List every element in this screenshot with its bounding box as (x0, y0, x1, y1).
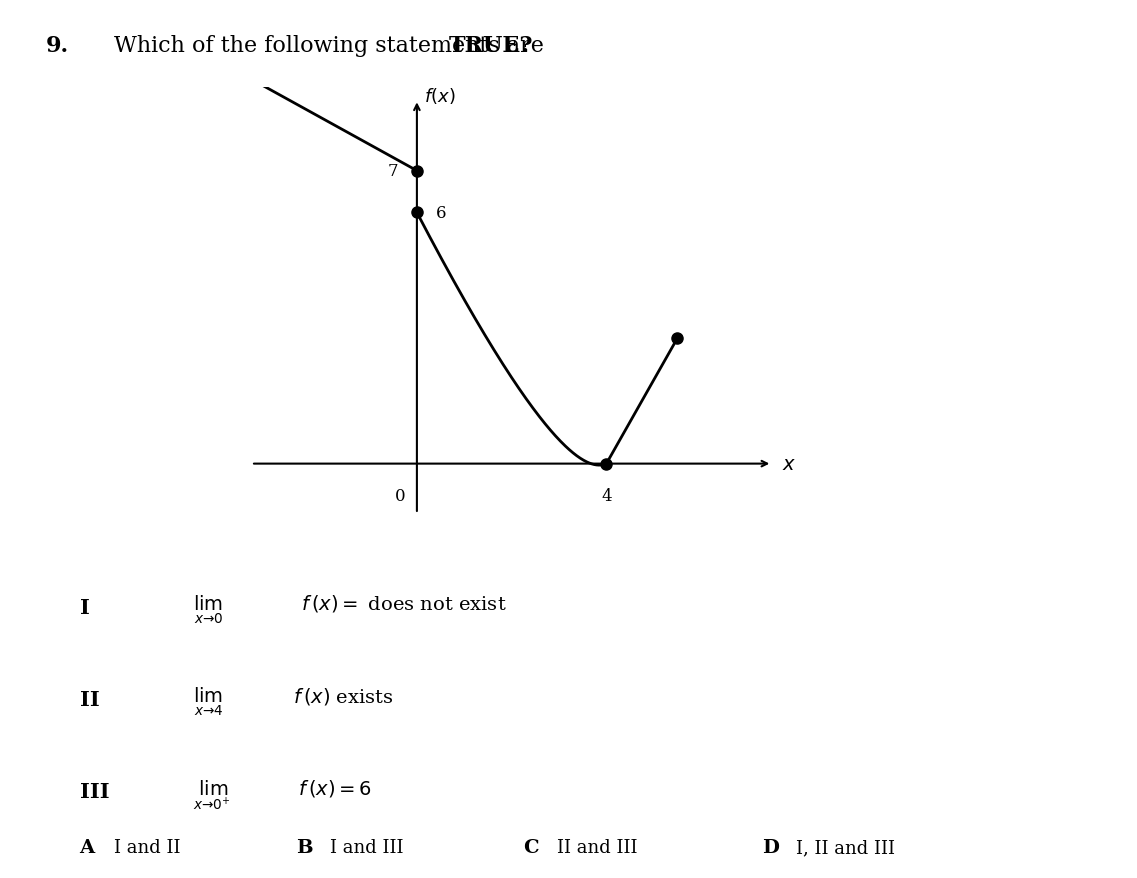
Text: $f\,(x)$ exists: $f\,(x)$ exists (293, 685, 393, 706)
Text: $f\,(x) = 6$: $f\,(x) = 6$ (298, 777, 372, 798)
Text: I: I (80, 597, 90, 617)
Text: TRUE?: TRUE? (449, 35, 533, 57)
Text: $\lim_{x \to 0}$: $\lim_{x \to 0}$ (193, 593, 224, 625)
Text: 6: 6 (435, 205, 447, 222)
Text: III: III (80, 781, 109, 802)
Text: $f(x)$: $f(x)$ (424, 86, 456, 106)
Text: 9.: 9. (45, 35, 68, 57)
Text: $f\,(x) = $ does not exist: $f\,(x) = $ does not exist (301, 593, 507, 614)
Text: B: B (296, 838, 313, 856)
Text: A: A (80, 838, 94, 856)
Text: 4: 4 (601, 487, 612, 504)
Text: 0: 0 (395, 487, 405, 504)
Text: D: D (762, 838, 779, 856)
Text: I, II and III: I, II and III (796, 838, 895, 856)
Text: I and III: I and III (330, 838, 404, 856)
Text: $\lim_{x \to 4}$: $\lim_{x \to 4}$ (193, 685, 224, 717)
Text: $\lim_{x \to 0^+}$: $\lim_{x \to 0^+}$ (193, 777, 231, 811)
Text: C: C (523, 838, 539, 856)
Text: II: II (80, 689, 99, 709)
Text: 7: 7 (388, 163, 398, 180)
Text: $x$: $x$ (782, 455, 796, 473)
Text: Which of the following statements are: Which of the following statements are (114, 35, 550, 57)
Text: I and II: I and II (114, 838, 180, 856)
Text: II and III: II and III (557, 838, 638, 856)
